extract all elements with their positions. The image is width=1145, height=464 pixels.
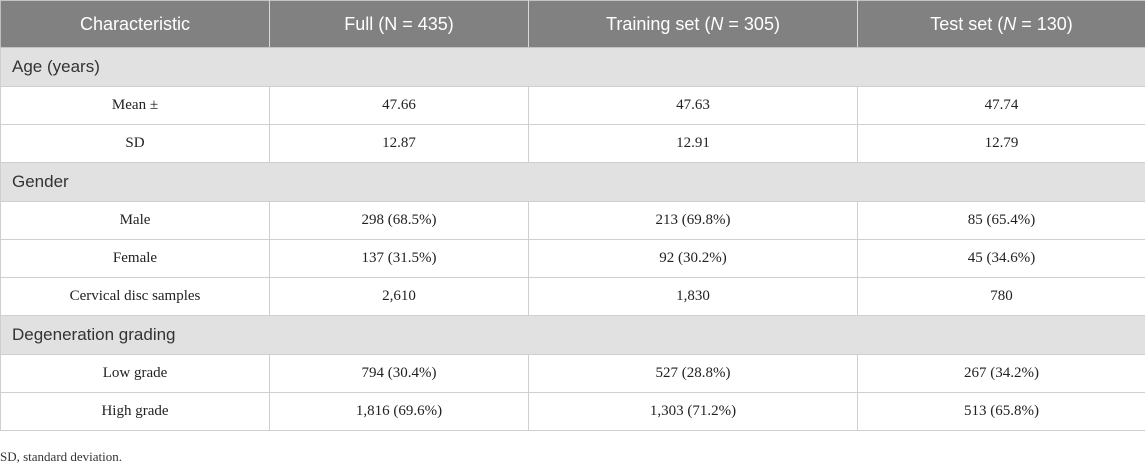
table-row-female: Female 137 (31.5%) 92 (30.2%) 45 (34.6%)	[0, 239, 1145, 278]
header-training-suffix: = 305)	[723, 13, 780, 34]
cell-training: 1,303 (71.2%)	[528, 392, 858, 431]
cell-full: 298 (68.5%)	[269, 201, 529, 240]
table-row-low-grade: Low grade 794 (30.4%) 527 (28.8%) 267 (3…	[0, 354, 1145, 393]
cell-full: 47.66	[269, 86, 529, 125]
characteristics-table: Characteristic Full (N = 435) Training s…	[0, 0, 1145, 431]
cell-test: 85 (65.4%)	[857, 201, 1145, 240]
cell-training: 92 (30.2%)	[528, 239, 858, 278]
cell-test: 12.79	[857, 124, 1145, 163]
row-label: Cervical disc samples	[0, 277, 270, 316]
table-row-cervical-disc-samples: Cervical disc samples 2,610 1,830 780	[0, 277, 1145, 316]
cell-training: 12.91	[528, 124, 858, 163]
section-row-age: Age (years)	[0, 47, 1145, 87]
section-row-degeneration: Degeneration grading	[0, 315, 1145, 355]
header-training-n: N	[710, 13, 724, 34]
cell-test: 780	[857, 277, 1145, 316]
header-training-set: Training set (N = 305)	[528, 0, 858, 48]
row-label: Low grade	[0, 354, 270, 393]
cell-training: 47.63	[528, 86, 858, 125]
cell-full: 794 (30.4%)	[269, 354, 529, 393]
header-full: Full (N = 435)	[269, 0, 529, 48]
row-label: Male	[0, 201, 270, 240]
table-footnote: SD, standard deviation.	[0, 449, 123, 464]
cell-training: 1,830	[528, 277, 858, 316]
header-training-prefix: Training set (	[606, 13, 711, 34]
section-row-gender: Gender	[0, 162, 1145, 202]
cell-training: 527 (28.8%)	[528, 354, 858, 393]
section-label-degeneration: Degeneration grading	[0, 315, 1145, 355]
cell-test: 45 (34.6%)	[857, 239, 1145, 278]
table-row-high-grade: High grade 1,816 (69.6%) 1,303 (71.2%) 5…	[0, 392, 1145, 431]
row-label: Female	[0, 239, 270, 278]
cell-training: 213 (69.8%)	[528, 201, 858, 240]
header-test-prefix: Test set (	[930, 13, 1004, 34]
cell-full: 137 (31.5%)	[269, 239, 529, 278]
header-test-suffix: = 130)	[1016, 13, 1073, 34]
cell-test: 513 (65.8%)	[857, 392, 1145, 431]
row-label: Mean ±	[0, 86, 270, 125]
cell-full: 12.87	[269, 124, 529, 163]
section-label-gender: Gender	[0, 162, 1145, 202]
cell-test: 267 (34.2%)	[857, 354, 1145, 393]
header-row: Characteristic Full (N = 435) Training s…	[0, 0, 1145, 48]
header-test-n: N	[1003, 13, 1017, 34]
cell-test: 47.74	[857, 86, 1145, 125]
table-row-male: Male 298 (68.5%) 213 (69.8%) 85 (65.4%)	[0, 201, 1145, 240]
table-row-mean: Mean ± 47.66 47.63 47.74	[0, 86, 1145, 125]
row-label: High grade	[0, 392, 270, 431]
header-test-set: Test set (N = 130)	[857, 0, 1145, 48]
cell-full: 2,610	[269, 277, 529, 316]
row-label: SD	[0, 124, 270, 163]
table-row-sd: SD 12.87 12.91 12.79	[0, 124, 1145, 163]
section-label-age: Age (years)	[0, 47, 1145, 87]
header-characteristic: Characteristic	[0, 0, 270, 48]
cell-full: 1,816 (69.6%)	[269, 392, 529, 431]
